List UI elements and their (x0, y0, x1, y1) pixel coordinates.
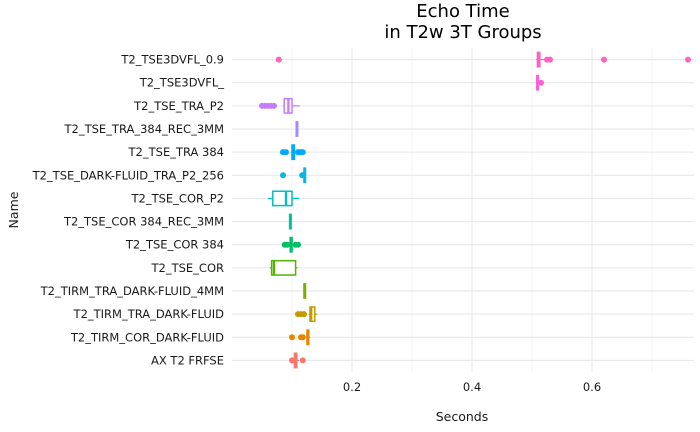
y-tick-label: T2_TSE_COR 384_REC_3MM (63, 215, 224, 229)
outlier-point (301, 311, 307, 318)
box-10 (269, 259, 298, 276)
chart-title-line-1: Echo Time (416, 1, 509, 22)
outlier-point (289, 334, 295, 341)
box-12 (295, 306, 318, 323)
box-13 (289, 329, 310, 346)
outlier-point (283, 149, 289, 156)
box-7 (268, 190, 300, 207)
outlier-point (601, 56, 607, 63)
y-tick-label: T2_TIRM_COR_DARK-FLUID (70, 330, 224, 344)
box-6 (280, 167, 307, 184)
y-tick-label: T2_TSE3DVFL_0.9 (120, 53, 224, 67)
box-4 (295, 121, 299, 137)
box-1 (275, 51, 691, 68)
x-axis-label: Seconds (436, 409, 489, 424)
box-14 (289, 352, 306, 369)
y-tick-label: T2_TSE_COR_P2 (130, 191, 224, 205)
outlier-point (271, 102, 277, 109)
y-tick-label: T2_TIRM_TRA_DARK-FLUID_4MM (40, 284, 224, 298)
outlier-point (299, 334, 306, 341)
outlier-point (284, 241, 291, 248)
y-tick-label: T2_TSE_COR (150, 261, 224, 275)
grid-lines (232, 48, 694, 372)
outlier-point (299, 172, 306, 179)
box-series (259, 51, 691, 369)
y-axis-label: Name (6, 191, 21, 228)
box-8 (288, 213, 292, 230)
outlier-point (275, 56, 282, 63)
y-tick-label: T2_TSE_TRA_P2 (133, 99, 224, 113)
outlier-point (280, 172, 286, 179)
box-3 (259, 97, 300, 114)
y-tick-label: T2_TSE_DARK-FLUID_TRA_P2_256 (32, 168, 224, 182)
outlier-point (538, 79, 544, 86)
x-tick-label: 0.2 (343, 380, 361, 394)
outlier-point (547, 56, 553, 63)
box-2 (536, 74, 544, 91)
y-tick-label: T2_TSE_COR 384 (125, 238, 224, 252)
y-tick-labels: T2_TSE3DVFL_0.9 T2_TSE3DVFL_ T2_TSE_TRA_P2… (32, 53, 225, 368)
y-tick-label: T2_TSE3DVFL_ (139, 76, 225, 90)
y-tick-label: AX T2 FRFSE (151, 353, 224, 367)
box-9 (281, 236, 301, 253)
chart-title-line-2: in T2w 3T Groups (384, 22, 541, 43)
x-tick-labels: 0.2 0.4 0.6 (343, 380, 601, 394)
y-tick-label: T2_TIRM_TRA_DARK-FLUID (73, 307, 225, 321)
outlier-point (299, 357, 306, 364)
outlier-point (299, 149, 306, 156)
box-body (270, 259, 297, 276)
outlier-point (295, 241, 301, 248)
box-body (272, 190, 293, 207)
x-tick-label: 0.4 (463, 380, 481, 394)
outlier-point (685, 56, 691, 63)
box-5 (280, 144, 306, 161)
y-tick-label: T2_TSE_TRA 384 (128, 145, 224, 159)
outlier-point (289, 357, 295, 364)
y-tick-label: T2_TSE_TRA_384_REC_3MM (64, 122, 225, 136)
x-tick-label: 0.6 (583, 380, 601, 394)
box-11 (303, 283, 307, 299)
